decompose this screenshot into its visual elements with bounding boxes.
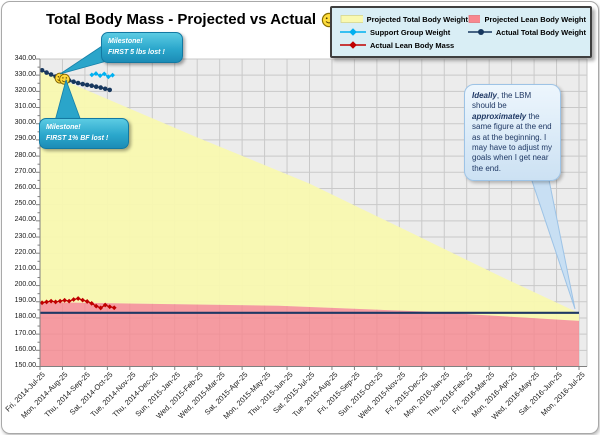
legend-item: Projected Total Body Weight (340, 14, 468, 24)
legend-item: Support Group Weight (340, 27, 468, 37)
y-axis-label: 230.00 (14, 232, 36, 240)
legend-item: Actual Total Body Weight (468, 27, 586, 37)
line-circle-swatch-icon (468, 29, 492, 35)
y-axis-label: 260.00 (14, 183, 36, 191)
chart-legend: Projected Total Body Weight Projected Le… (330, 6, 592, 58)
projected-lean-area (40, 302, 579, 367)
ideally-callout: Ideally, the LBM should be approximately… (464, 84, 561, 182)
y-axis-label: 150.00 (14, 362, 36, 369)
y-axis-label: 190.00 (14, 297, 36, 305)
y-axis-label: 340.00 (14, 54, 36, 62)
y-axis-label: 250.00 (14, 200, 36, 208)
milestone-line1: Milestone! (108, 38, 143, 45)
y-axis-label: 180.00 (14, 313, 36, 321)
line-diamond-swatch-icon (340, 41, 366, 49)
line-diamond-swatch-icon (340, 28, 366, 36)
projected-total-area (40, 70, 579, 321)
legend-item: Projected Lean Body Weight (468, 14, 586, 24)
y-axis-label: 160.00 (14, 345, 36, 353)
legend-label: Actual Total Body Weight (495, 27, 586, 37)
y-axis-label: 210.00 (14, 264, 36, 272)
y-axis-label: 220.00 (14, 248, 36, 256)
y-axis-label: 310.00 (14, 103, 36, 111)
ideally-text-em: Ideally (472, 91, 497, 100)
chart-title: Total Body Mass - Projected vs Actual (46, 11, 337, 28)
y-axis-label: 300.00 (14, 119, 36, 127)
y-axis-label: 290.00 (14, 135, 36, 143)
smiley-marker-icon (59, 73, 71, 85)
y-axis-label: 270.00 (14, 167, 36, 175)
ideally-text: , the LBM should be (472, 91, 532, 111)
y-axis-label: 320.00 (14, 86, 36, 94)
area-swatch-icon (468, 15, 481, 23)
y-axis-label: 240.00 (14, 216, 36, 224)
milestone-callout-1: Milestone! FIRST 5 lbs lost ! (101, 32, 183, 63)
chart-title-text: Total Body Mass - Projected vs Actual (46, 11, 317, 28)
ideally-text: the same figure at the end as at the beg… (472, 111, 553, 173)
legend-item: Actual Lean Body Mass (340, 40, 468, 50)
legend-label: Projected Lean Body Weight (484, 14, 586, 24)
y-axis-label: 330.00 (14, 70, 36, 78)
legend-label: Projected Total Body Weight (366, 14, 468, 24)
legend-label: Support Group Weight (370, 27, 451, 37)
y-axis-label: 200.00 (14, 281, 36, 289)
y-axis-label: 280.00 (14, 151, 36, 159)
legend-label: Actual Lean Body Mass (370, 40, 455, 50)
milestone-line2: FIRST 1% BF lost ! (46, 134, 109, 142)
milestone-line2: FIRST 5 lbs lost ! (108, 48, 165, 56)
y-axis-label: 170.00 (14, 329, 36, 337)
milestone-callout-2: Milestone! FIRST 1% BF lost ! (39, 118, 129, 149)
area-swatch-icon (340, 15, 363, 23)
milestone-line1: Milestone! (46, 124, 81, 131)
ideally-text-em: approximately (472, 111, 527, 121)
